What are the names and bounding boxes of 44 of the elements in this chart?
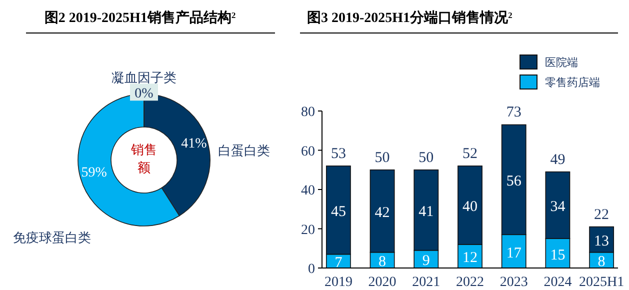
total-label: 22 xyxy=(594,206,610,223)
data-label: 59% xyxy=(81,166,108,180)
data-label: 13 xyxy=(594,234,610,250)
y-tick-label: 20 xyxy=(301,222,315,238)
data-label: 9 xyxy=(422,253,430,270)
total-label: 53 xyxy=(330,146,346,162)
legend-label: 医院端 xyxy=(545,56,578,69)
x-tick-label: 2022 xyxy=(456,275,484,290)
slice-label: 白蛋白类 xyxy=(218,143,270,158)
legend-label: 零售药店端 xyxy=(545,76,600,89)
data-label: 34 xyxy=(550,199,566,216)
x-tick-label: 2020 xyxy=(368,275,396,290)
data-label: 12 xyxy=(462,250,478,266)
x-tick-label: 2019 xyxy=(324,275,352,290)
total-label: 73 xyxy=(506,104,522,121)
slice-label: 免疫球蛋白类 xyxy=(13,230,91,245)
x-tick-label: 2023 xyxy=(500,275,528,290)
data-label: 8 xyxy=(378,254,386,270)
data-label: 17 xyxy=(506,245,522,262)
chart-title: 图2 2019-2025H1销售产品结构$^{2}$ xyxy=(44,9,236,26)
data-label: 41 xyxy=(418,204,434,220)
x-tick-label: 2021 xyxy=(412,275,440,290)
data-label: 41% xyxy=(181,136,208,152)
data-label: 45 xyxy=(330,204,346,220)
y-tick-label: 0 xyxy=(308,262,315,277)
x-tick-label: 2025H1 xyxy=(578,275,624,290)
data-label: 7 xyxy=(334,255,343,272)
total-label: 50 xyxy=(418,150,434,166)
x-tick-label: 2024 xyxy=(544,275,572,290)
data-label: 15 xyxy=(550,247,566,264)
total-label: 52 xyxy=(462,146,478,162)
text: 0% xyxy=(134,86,154,102)
chart-title: 图3 2019-2025H1分端口销售情况$^{2}$ xyxy=(307,10,512,26)
data-label: 56 xyxy=(506,174,522,190)
y-tick-label: 80 xyxy=(301,105,315,120)
y-tick-label: 40 xyxy=(301,184,315,198)
y-tick-label: 60 xyxy=(301,144,315,160)
text: 销售额 xyxy=(130,142,157,175)
category-label: 凝血因子类 xyxy=(112,70,176,85)
data-label: 8 xyxy=(598,254,606,270)
data-label: 42 xyxy=(374,205,390,222)
data-label: 40 xyxy=(462,199,478,216)
total-label: 50 xyxy=(374,150,390,166)
total-label: 49 xyxy=(550,152,566,168)
